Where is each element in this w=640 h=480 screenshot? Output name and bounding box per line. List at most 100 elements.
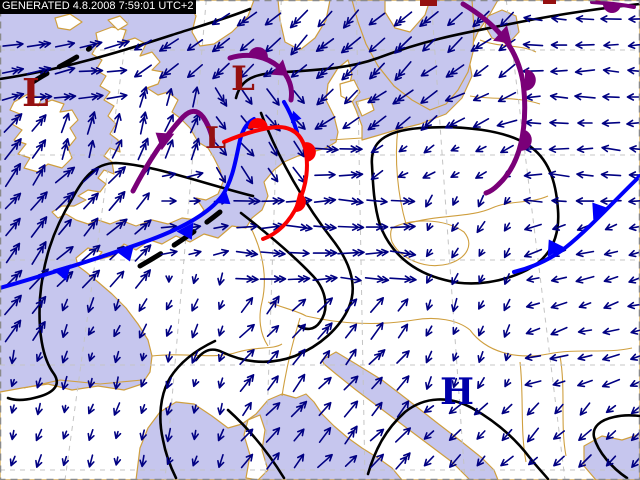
- wind-arrow: [240, 297, 254, 313]
- wind-arrow: [602, 67, 620, 75]
- wind-arrow: [398, 145, 408, 153]
- wind-arrow: [137, 137, 149, 161]
- wind-arrow: [395, 452, 411, 470]
- wind-arrow: [339, 145, 363, 153]
- wind-arrow: [81, 269, 101, 289]
- wind-arrow: [523, 196, 543, 205]
- wind-arrow: [392, 89, 414, 105]
- wind-arrow: [287, 275, 311, 283]
- low-pressure-label-low-2: L: [205, 121, 227, 156]
- wind-arrow: [31, 114, 47, 132]
- wind-arrow: [395, 116, 411, 130]
- wind-arrow: [393, 11, 413, 27]
- wind-arrow: [9, 404, 18, 414]
- clipped-label-mark-0: [420, 0, 437, 6]
- wind-arrow: [449, 454, 461, 468]
- wind-arrow: [576, 145, 594, 153]
- wind-arrow: [451, 377, 459, 389]
- wind-arrow: [551, 197, 567, 205]
- wind-arrow: [371, 401, 383, 417]
- wind-arrow: [394, 36, 412, 54]
- wind-arrow: [312, 249, 338, 257]
- wind-arrow: [369, 62, 385, 80]
- wind-arrow: [504, 352, 512, 362]
- country-border-2: [395, 127, 407, 225]
- wind-arrow: [451, 222, 459, 232]
- wind-arrow: [369, 428, 385, 442]
- wind-arrow: [500, 11, 514, 27]
- wind-arrow: [419, 11, 439, 27]
- wind-arrow: [264, 37, 282, 53]
- wind-arrow: [629, 145, 640, 153]
- wind-arrow: [423, 144, 435, 154]
- wind-arrow: [475, 145, 487, 153]
- wind-arrow: [526, 402, 540, 416]
- wind-arrow: [240, 428, 254, 442]
- wind-arrow: [390, 222, 416, 231]
- wind-arrow: [165, 299, 173, 311]
- wind-arrow: [523, 248, 543, 258]
- wind-arrow: [367, 115, 387, 131]
- wind-arrow: [164, 139, 174, 159]
- wind-arrow: [574, 92, 596, 101]
- wind-arrow: [364, 275, 390, 284]
- wind-arrow: [420, 115, 438, 131]
- wind-arrow: [266, 325, 280, 337]
- occluded-front-east: [460, 1, 536, 196]
- wind-arrow: [319, 350, 331, 364]
- trough-line-0: [27, 45, 93, 87]
- wind-arrow: [600, 171, 622, 179]
- wind-arrow: [235, 275, 259, 283]
- wind-arrow: [313, 223, 337, 232]
- wind-arrow: [217, 272, 225, 286]
- wind-arrow: [524, 223, 542, 232]
- wind-arrow: [526, 275, 540, 283]
- wind-arrow: [444, 92, 466, 103]
- wind-arrow: [160, 248, 178, 257]
- wind-arrow: [575, 249, 595, 258]
- wind-arrow: [266, 295, 280, 315]
- wind-arrow: [448, 403, 462, 415]
- wind-arrow: [240, 453, 254, 469]
- wind-arrow: [473, 402, 489, 416]
- wind-arrow: [503, 324, 511, 338]
- wind-arrow: [318, 401, 332, 417]
- wind-arrow: [165, 402, 173, 416]
- occluded-front-arch-tri-marker: [155, 132, 175, 151]
- wind-arrow: [600, 15, 622, 23]
- wind-arrow: [190, 137, 201, 161]
- occluded-front-top-edge: [590, 0, 636, 13]
- wind-arrow: [267, 350, 279, 364]
- wind-arrow: [314, 116, 336, 130]
- wind-arrow: [5, 242, 21, 264]
- wind-arrow: [525, 327, 541, 335]
- wind-arrow: [630, 327, 640, 335]
- wind-arrow: [426, 274, 433, 284]
- wind-arrow: [628, 223, 640, 232]
- wind-arrow: [265, 427, 281, 443]
- wind-arrow: [444, 117, 466, 129]
- wind-arrow: [139, 429, 147, 441]
- wind-arrow: [55, 191, 75, 211]
- wind-arrow: [315, 38, 335, 52]
- wind-arrow: [425, 350, 433, 364]
- wind-arrow: [452, 196, 460, 206]
- wind-arrow: [340, 36, 362, 54]
- wind-arrow: [313, 196, 337, 205]
- wind-arrow: [451, 247, 459, 259]
- wind-arrow: [420, 65, 438, 77]
- wind-arrow: [60, 112, 71, 134]
- wind-arrow: [317, 297, 333, 313]
- wind-arrow: [191, 298, 199, 312]
- isobar-9: [226, 408, 286, 480]
- wind-arrow: [603, 275, 619, 283]
- wind-arrow: [602, 93, 620, 101]
- wind-arrow: [106, 218, 128, 236]
- wind-arrow: [106, 92, 128, 100]
- wind-arrow: [552, 223, 566, 231]
- wind-arrow: [260, 249, 286, 258]
- wind-arrow: [425, 376, 433, 390]
- wind-arrow: [550, 301, 568, 310]
- wind-arrow: [79, 40, 103, 49]
- generated-timestamp: GENERATED 4.8.2008 7:59:01 UTC+2: [0, 0, 197, 14]
